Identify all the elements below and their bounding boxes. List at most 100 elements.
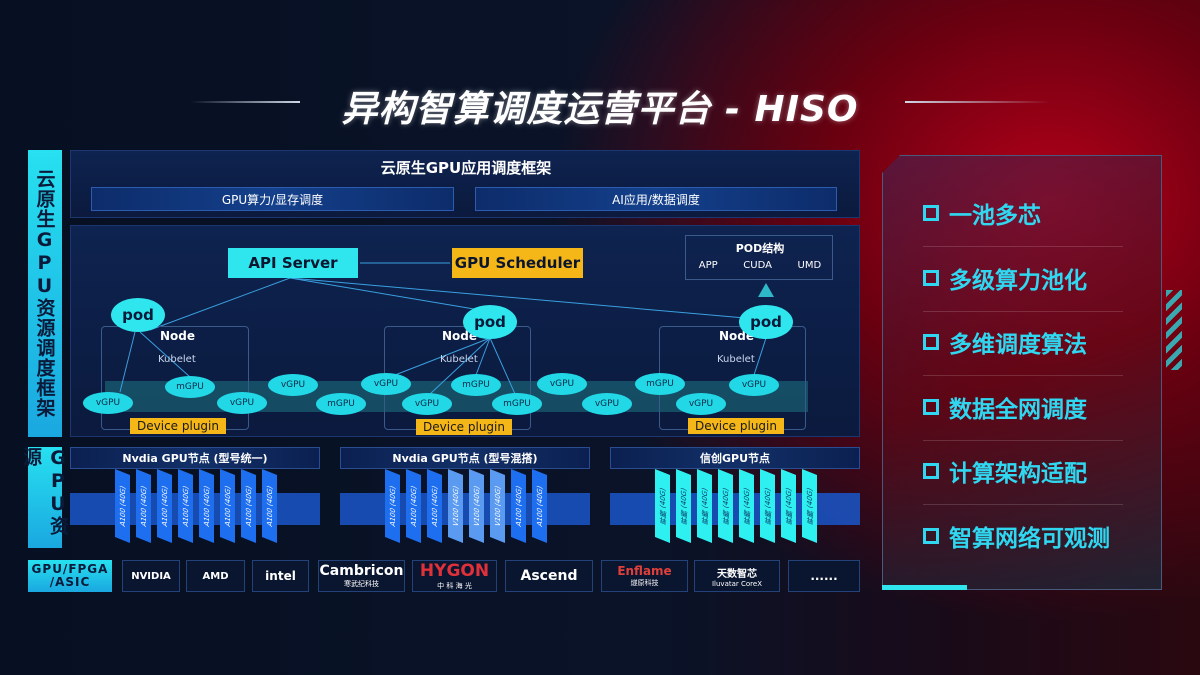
- pod-item-app: APP: [698, 260, 718, 271]
- panel-accent: [882, 585, 967, 590]
- vendor-name: AMD: [202, 570, 229, 582]
- gpu-unit: vGPU: [537, 373, 587, 395]
- vendor-name: NVIDIA: [131, 570, 171, 582]
- feature-label: 多级算力池化: [949, 267, 1087, 294]
- gpu-unit: vGPU: [361, 373, 411, 395]
- feature-item: 一池多芯: [923, 196, 1041, 230]
- feature-item: 计算架构适配: [923, 454, 1087, 488]
- vendor-sub: 燧原科技: [630, 579, 659, 587]
- gpu-unit: vGPU: [402, 393, 452, 415]
- feature-label: 多维调度算法: [949, 332, 1087, 358]
- gpu-card: A100 (40G): [385, 468, 400, 544]
- gpu-card: A100 (40G): [136, 468, 151, 544]
- gpu-card-label: 昇腾 (40G): [700, 486, 709, 526]
- gpu-card-label: A100 (40G): [244, 484, 253, 528]
- gpu-card: A100 (40G): [532, 468, 547, 544]
- gpu-node-base: [610, 493, 860, 525]
- vendor-sub: Iluvatar CoreX: [711, 579, 762, 588]
- vendor-logo: AMD: [186, 560, 245, 592]
- gpu-node-header: Nvdia GPU节点 (型号混搭): [340, 447, 590, 469]
- gpu-card-label: V100 (40G): [451, 484, 460, 528]
- vendor-sub: 中 科 海 光: [437, 582, 472, 590]
- gpu-node-base: [70, 493, 320, 525]
- gpu-card-label: 昇腾 (40G): [658, 486, 667, 526]
- gpu-card: V100 (40G): [490, 468, 505, 544]
- feature-divider: [923, 439, 1123, 441]
- pod-item-umd: UMD: [797, 260, 822, 271]
- gpu-card-label: A100 (40G): [265, 484, 274, 528]
- gpu-card-label: 昇腾 (40G): [721, 486, 730, 526]
- panel-stripes: [1166, 290, 1182, 370]
- gpu-card-label: A100 (40G): [181, 484, 190, 528]
- gpu-card-label: A100 (40G): [160, 484, 169, 528]
- gpu-card-label: A100 (40G): [430, 484, 439, 528]
- checkbox-icon: [923, 269, 939, 286]
- feature-item: 智算网络可观测: [923, 519, 1110, 553]
- gpu-node-base: [340, 493, 590, 525]
- gpu-card-label: 昇腾 (40G): [805, 486, 814, 526]
- vendor-name: intel: [265, 569, 296, 583]
- feature-item: 多级算力池化: [923, 261, 1087, 295]
- gpu-unit: vGPU: [676, 393, 726, 415]
- checkbox-icon: [923, 334, 939, 350]
- feature-label: 智算网络可观测: [949, 525, 1110, 552]
- vendor-logo: HYGON 中 科 海 光: [412, 560, 497, 592]
- vendor-name: 天数智芯: [717, 568, 757, 580]
- line-pod3-api: [289, 277, 746, 319]
- vendor-name: Enflame: [617, 564, 672, 578]
- gpu-node-header: 信创GPU节点: [610, 447, 860, 469]
- gpu-card-label: A100 (40G): [223, 484, 232, 528]
- device-plugin-2: Device plugin: [416, 419, 512, 435]
- gpu-card-label: A100 (40G): [139, 484, 148, 528]
- ai-data-box: AI应用/数据调度: [475, 187, 837, 211]
- gpu-compute-box: GPU算力/显存调度: [91, 187, 454, 211]
- vendor-logo: 天数智芯 Iluvatar CoreX: [694, 560, 780, 592]
- line-pod1-api: [149, 277, 291, 331]
- gpu-card: A100 (40G): [199, 468, 214, 544]
- feature-label: 数据全网调度: [949, 396, 1087, 423]
- up-arrow-icon: [758, 283, 774, 297]
- feature-divider: [923, 504, 1123, 505]
- vendor-name: HYGON: [419, 561, 490, 581]
- gpu-unit: vGPU: [268, 374, 318, 396]
- vendor-sub: 寒武纪科技: [344, 580, 379, 588]
- device-plugin-3: Device plugin: [688, 418, 784, 434]
- gpu-card: A100 (40G): [178, 468, 193, 544]
- feature-item: 多维调度算法: [923, 325, 1087, 359]
- vendor-name: ......: [810, 569, 838, 583]
- title-deco-left: [190, 101, 300, 103]
- features-panel: 一池多芯多级算力池化 多维调度算法 数据全网调度计算架构适配智算网络可观测: [882, 155, 1162, 590]
- gpu-card-label: 昇腾 (40G): [763, 486, 772, 526]
- kubelet-label-1: Kubelet: [158, 354, 196, 365]
- top-panel-title: 云原生GPU应用调度框架: [380, 159, 552, 177]
- gpu-card-label: V100 (40G): [472, 484, 481, 528]
- gpu-unit: mGPU: [635, 373, 685, 395]
- gpu-card-label: V100 (40G): [493, 484, 502, 528]
- gpu-card-label: 昇腾 (40G): [679, 486, 688, 526]
- gpu-card-label: 昇腾 (40G): [742, 486, 751, 526]
- gpu-card: A100 (40G): [427, 468, 442, 544]
- gpu-card: A100 (40G): [157, 468, 172, 544]
- kubelet-label-2: Kubelet: [440, 354, 478, 365]
- vendor-logo: intel: [252, 560, 309, 592]
- gpu-card: A100 (40G): [241, 468, 256, 544]
- vendor-logo: Cambricon 寒武纪科技: [318, 560, 405, 592]
- gpu-card: V100 (40G): [448, 468, 463, 544]
- gpu-card-label: A100 (40G): [409, 484, 418, 528]
- gpu-card-label: A100 (40G): [202, 484, 211, 528]
- pod-structure-box: POD结构 APP CUDA UMD: [685, 235, 833, 280]
- label-framework: 云原生GPU资源调度框架: [28, 150, 62, 437]
- gpu-card-label: A100 (40G): [118, 484, 127, 528]
- gpu-card-label: 昇腾 (40G): [784, 486, 793, 526]
- gpu-unit: vGPU: [217, 392, 267, 414]
- pod-1: pod: [111, 298, 165, 332]
- gpu-card: 昇腾 (40G): [697, 468, 712, 544]
- vendor-logo: ......: [788, 560, 860, 592]
- kubelet-label-3: Kubelet: [717, 354, 755, 365]
- vendor-logo: Ascend: [505, 560, 593, 592]
- gpu-card-label: A100 (40G): [535, 484, 544, 528]
- gpu-card: 昇腾 (40G): [739, 468, 754, 544]
- gpu-card: A100 (40G): [406, 468, 421, 544]
- feature-divider: [923, 310, 1123, 312]
